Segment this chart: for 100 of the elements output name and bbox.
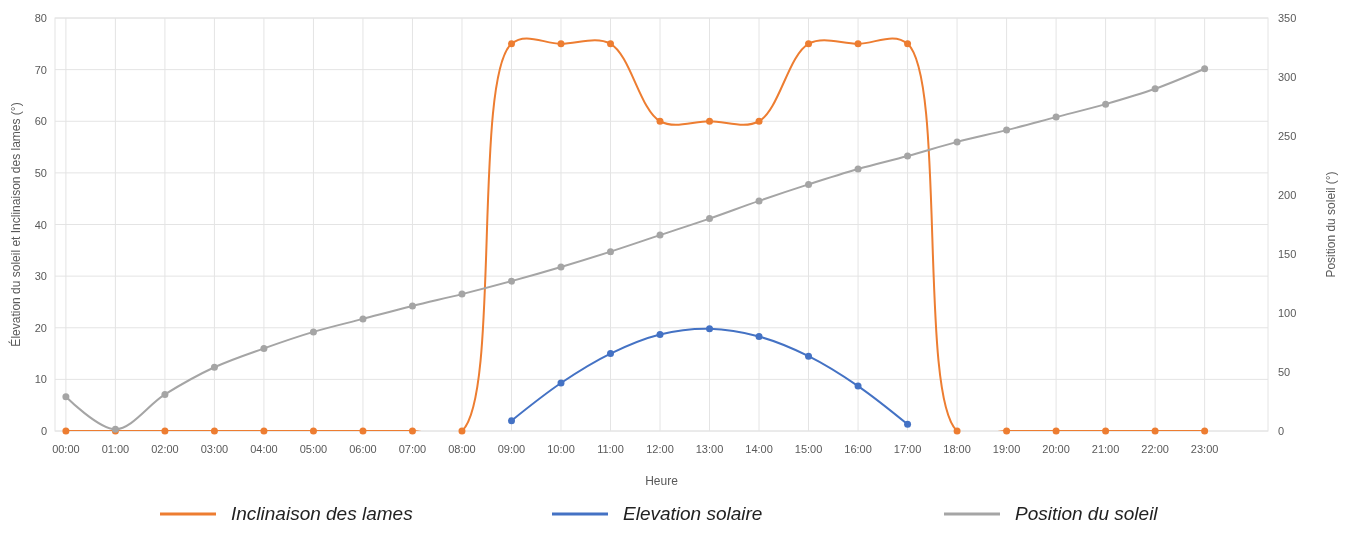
point bbox=[1003, 427, 1011, 435]
point bbox=[1151, 85, 1159, 93]
y-tick-label: 70 bbox=[34, 63, 47, 76]
point bbox=[62, 427, 70, 435]
point bbox=[210, 427, 218, 435]
point bbox=[408, 302, 416, 310]
y2-tick-label: 250 bbox=[1278, 130, 1297, 142]
x-tick-label: 09:00 bbox=[497, 443, 526, 455]
point bbox=[161, 390, 169, 398]
point bbox=[1052, 427, 1060, 435]
y2-tick-label: 50 bbox=[1278, 366, 1291, 378]
point bbox=[507, 417, 515, 425]
y-tick-label: 60 bbox=[34, 115, 47, 128]
x-tick-label: 11:00 bbox=[597, 443, 624, 455]
point bbox=[854, 165, 862, 173]
point bbox=[607, 350, 615, 358]
point bbox=[607, 248, 615, 256]
y-tick-label: 0 bbox=[40, 425, 47, 437]
point bbox=[904, 40, 912, 48]
point bbox=[161, 427, 169, 435]
point bbox=[1201, 65, 1209, 73]
point bbox=[953, 427, 961, 435]
point bbox=[557, 379, 565, 387]
point bbox=[755, 117, 763, 125]
y-tick-label: 30 bbox=[34, 270, 47, 283]
point bbox=[607, 40, 615, 48]
point bbox=[953, 138, 961, 146]
point bbox=[656, 231, 664, 239]
point bbox=[755, 197, 763, 205]
point bbox=[1003, 126, 1011, 134]
point bbox=[557, 40, 565, 48]
x-tick-label: 23:00 bbox=[1190, 443, 1219, 455]
x-tick-label: 19:00 bbox=[992, 443, 1021, 455]
point bbox=[1102, 427, 1110, 435]
point bbox=[458, 290, 466, 298]
point bbox=[706, 215, 714, 223]
x-tick-label: 01:00 bbox=[101, 443, 130, 455]
point bbox=[854, 382, 862, 390]
x-tick-label: 14:00 bbox=[745, 443, 773, 455]
point bbox=[805, 180, 813, 188]
point bbox=[854, 40, 862, 48]
x-tick-label: 04:00 bbox=[250, 443, 278, 455]
point bbox=[706, 117, 714, 125]
point bbox=[805, 352, 813, 360]
point bbox=[309, 328, 317, 336]
x-tick-label: 05:00 bbox=[299, 443, 328, 455]
point bbox=[507, 40, 515, 48]
y-tick-label: 80 bbox=[34, 12, 47, 24]
y-axis-title: Élevation du soleil et Inclinaison des lames (°) bbox=[8, 102, 23, 347]
point bbox=[210, 363, 218, 371]
point bbox=[904, 420, 912, 428]
x-tick-label: 20:00 bbox=[1042, 443, 1070, 455]
point bbox=[260, 344, 268, 352]
legend-label: Position du soleil bbox=[1015, 503, 1159, 524]
x-tick-label: 15:00 bbox=[794, 443, 823, 455]
y-tick-label: 50 bbox=[34, 166, 47, 179]
point bbox=[706, 325, 714, 333]
x-tick-label: 08:00 bbox=[448, 443, 476, 455]
point bbox=[755, 333, 763, 341]
point bbox=[557, 263, 565, 271]
point bbox=[260, 427, 268, 435]
point bbox=[507, 277, 515, 285]
x-tick-label: 18:00 bbox=[943, 443, 971, 455]
x-tick-label: 21:00 bbox=[1091, 443, 1120, 455]
x-axis-title: Heure bbox=[645, 474, 679, 488]
x-tick-label: 00:00 bbox=[52, 443, 80, 455]
point bbox=[1151, 427, 1159, 435]
point bbox=[1052, 113, 1060, 121]
point bbox=[408, 427, 416, 435]
point bbox=[656, 330, 664, 338]
y2-tick-label: 350 bbox=[1278, 12, 1297, 24]
y-tick-label: 40 bbox=[34, 218, 47, 231]
legend-label: Inclinaison des lames bbox=[231, 503, 414, 524]
point bbox=[458, 427, 466, 435]
y-tick-label: 20 bbox=[34, 321, 47, 334]
point bbox=[805, 40, 813, 48]
y2-tick-label: 100 bbox=[1278, 307, 1297, 319]
point bbox=[1201, 427, 1209, 435]
x-tick-label: 06:00 bbox=[349, 443, 377, 455]
x-tick-label: 17:00 bbox=[893, 443, 922, 455]
x-tick-label: 03:00 bbox=[200, 443, 229, 455]
x-tick-label: 16:00 bbox=[844, 443, 872, 455]
x-tick-label: 02:00 bbox=[151, 443, 179, 455]
legend-label: Elevation solaire bbox=[623, 503, 763, 524]
x-tick-label: 22:00 bbox=[1141, 443, 1169, 455]
x-tick-label: 07:00 bbox=[398, 443, 427, 455]
y2-axis-title: Position du soleil (°) bbox=[1324, 171, 1338, 278]
x-tick-label: 10:00 bbox=[547, 443, 575, 455]
point bbox=[62, 393, 70, 401]
x-tick-label: 12:00 bbox=[646, 443, 674, 455]
point bbox=[309, 427, 317, 435]
x-tick-label: 13:00 bbox=[695, 443, 724, 455]
y2-tick-label: 200 bbox=[1278, 189, 1297, 201]
point bbox=[359, 427, 367, 435]
point bbox=[1102, 100, 1110, 108]
y2-tick-label: 150 bbox=[1278, 248, 1297, 260]
y2-tick-label: 0 bbox=[1278, 425, 1285, 437]
point bbox=[904, 152, 912, 160]
point bbox=[359, 315, 367, 323]
y2-tick-label: 300 bbox=[1278, 71, 1297, 83]
